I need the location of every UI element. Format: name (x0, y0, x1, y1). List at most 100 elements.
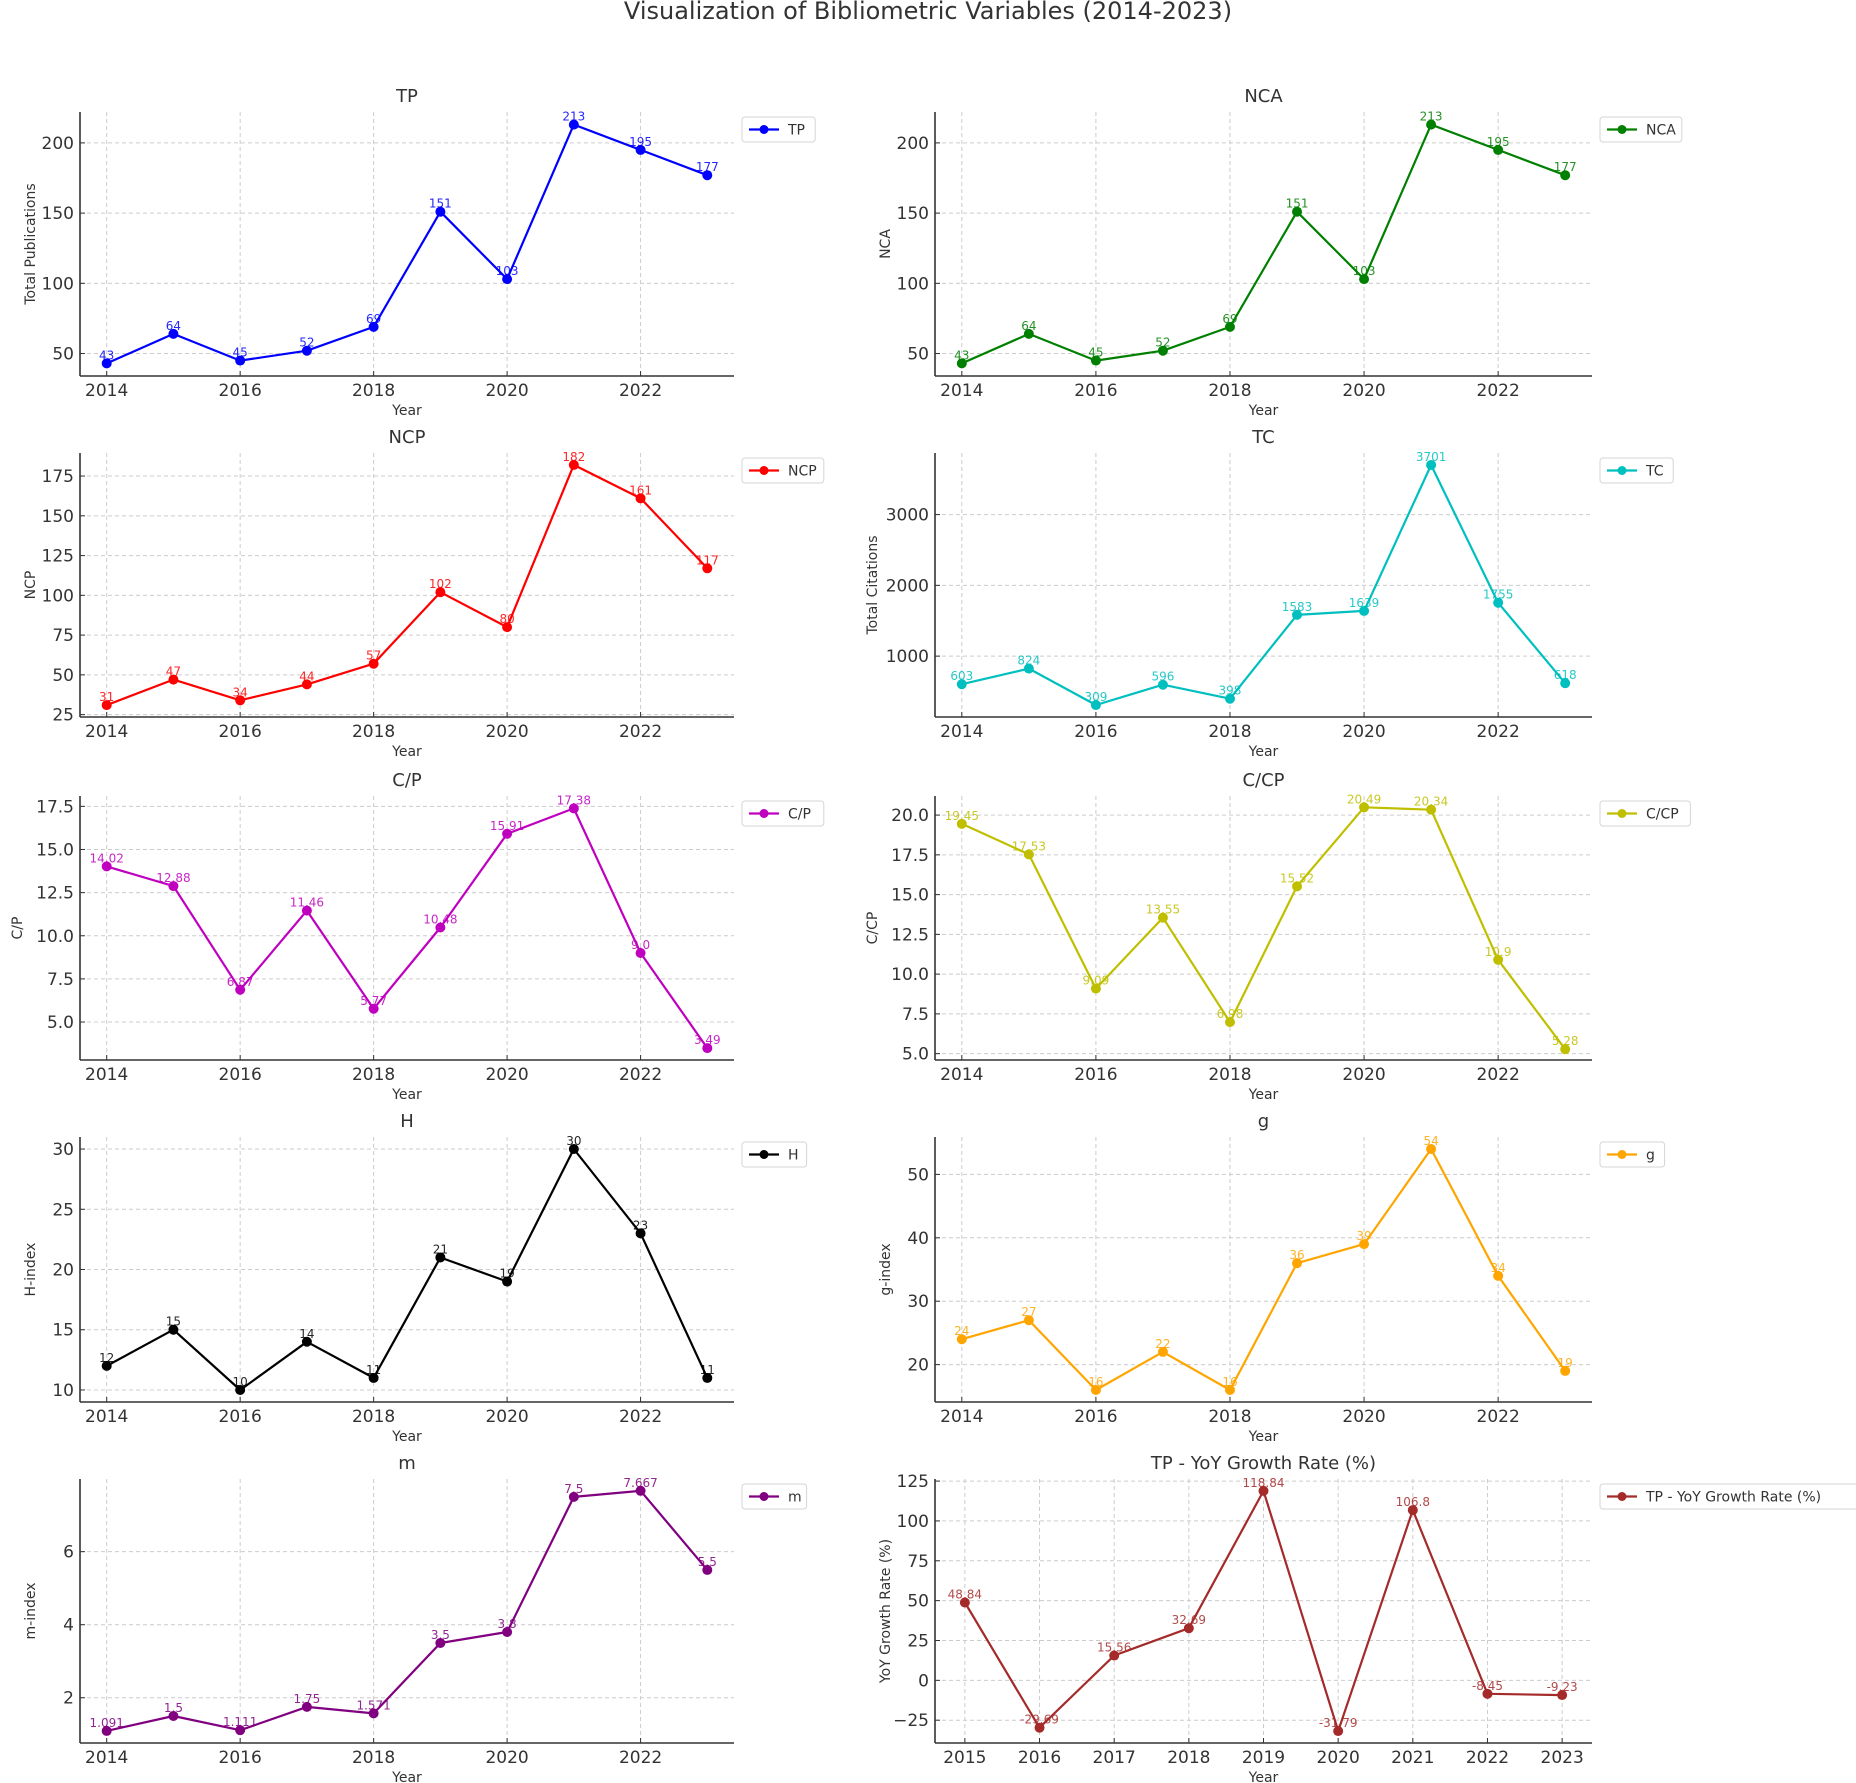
y-tick-label: 100 (42, 586, 74, 606)
data-label: 19 (1558, 1356, 1573, 1370)
x-tick-label: 2015 (943, 1748, 986, 1768)
legend-label: H (788, 1148, 799, 1164)
y-tick-label: 75 (907, 1552, 929, 1572)
x-axis-label: Year (1248, 1087, 1279, 1103)
grid-lines (935, 796, 1592, 1060)
legend: C/CP (1599, 800, 1691, 827)
data-label: 177 (1554, 160, 1577, 174)
grid-lines (935, 1479, 1592, 1743)
y-axis-label: YoY Growth Rate (%) (878, 1539, 894, 1684)
data-label: 15.52 (1280, 871, 1314, 885)
subplot-h: H 2014 2016 2018 2020 2022 10 15 20 25 30 Year H-ind… (23, 1111, 808, 1445)
subplot-ncp: NCP 2014 2016 2018 2020 2022 25 50 75 100 125 150 17… (23, 427, 825, 760)
data-point (1023, 849, 1034, 860)
data-label: 5.28 (1552, 1034, 1579, 1048)
subplot-title: TC (1251, 427, 1275, 448)
legend-label: C/CP (1646, 807, 1679, 823)
y-tick-label: 125 (897, 1472, 929, 1492)
series-line-tp (106, 123, 708, 365)
data-label: 103 (496, 264, 519, 278)
data-point (1359, 802, 1370, 813)
data-label: 10.9 (1485, 945, 1512, 959)
data-point (502, 274, 513, 285)
data-point (1493, 954, 1504, 965)
data-point (101, 1360, 112, 1371)
data-point (301, 345, 312, 356)
data-point (368, 1708, 379, 1719)
y-tick-label: 150 (42, 204, 74, 224)
data-label: 16 (1088, 1375, 1103, 1389)
y-tick-label: 7.5 (47, 970, 74, 990)
x-tick-label: 2022 (619, 1748, 662, 1768)
data-label: 1.091 (90, 1716, 124, 1730)
data-label: 1.111 (223, 1715, 257, 1729)
data-point (635, 144, 646, 155)
x-tick-label: 2014 (85, 722, 128, 742)
subplot-tc: TC 2014 2016 2018 2020 2022 1000 2000 3000 Year To… (865, 427, 1674, 760)
data-label: 52 (1155, 336, 1170, 350)
legend-label: TC (1645, 464, 1664, 480)
x-tick-label: 2022 (619, 722, 662, 742)
data-label: 54 (1423, 1134, 1438, 1148)
series-line-nca (961, 123, 1566, 365)
data-label: 824 (1017, 654, 1040, 668)
series-line-tc (961, 463, 1567, 707)
x-tick-label: 2022 (619, 381, 662, 401)
y-tick-label: 7.5 (902, 1005, 929, 1025)
data-point (101, 1725, 112, 1736)
y-tick-label: 125 (42, 547, 74, 567)
data-point (1359, 605, 1370, 616)
data-label: 7.667 (623, 1476, 657, 1490)
x-tick-label: 2014 (85, 1407, 128, 1427)
grid-lines (80, 1137, 734, 1402)
y-tick-label: 30 (52, 1140, 74, 1160)
legend-marker-icon (1617, 466, 1627, 475)
legend-label: NCP (788, 464, 817, 480)
y-tick-label: 5.0 (902, 1045, 929, 1065)
x-tick-label: 2020 (485, 1065, 528, 1085)
x-tick-label: 2022 (1477, 381, 1520, 401)
x-tick-label: 2016 (219, 722, 262, 742)
data-label: 213 (1420, 110, 1443, 124)
data-point (101, 358, 112, 369)
data-point (301, 905, 312, 916)
y-tick-label: 20.0 (891, 806, 929, 826)
series-line-c-p (106, 807, 709, 1049)
data-point (1157, 1346, 1168, 1357)
x-tick-label: 2014 (940, 722, 983, 742)
y-tick-label: 17.5 (891, 846, 929, 866)
data-point (502, 828, 513, 839)
data-label: 34 (1491, 1261, 1506, 1275)
y-tick-label: 50 (52, 345, 74, 365)
y-axis-label: Total Citations (865, 536, 881, 636)
x-tick-label: 2022 (1477, 1065, 1520, 1085)
data-label: 27 (1021, 1305, 1036, 1319)
data-label: 182 (562, 450, 585, 464)
data-point (168, 1710, 179, 1721)
x-tick-label: 2020 (485, 722, 528, 742)
data-point (435, 587, 446, 598)
data-label: 1.75 (294, 1692, 321, 1706)
y-tick-label: 200 (897, 134, 929, 154)
legend-label: NCA (1646, 123, 1676, 139)
y-tick-label: 10.0 (891, 965, 929, 985)
x-axis-label: Year (391, 1429, 422, 1445)
data-label: 6.87 (227, 975, 254, 989)
data-point (1292, 206, 1303, 217)
data-label: 52 (299, 336, 314, 350)
x-tick-label: 2023 (1541, 1748, 1584, 1768)
subplot-title: NCP (389, 427, 426, 448)
data-point (1493, 1270, 1504, 1281)
x-tick-label: 2020 (1342, 381, 1385, 401)
data-label: 1.5 (164, 1701, 183, 1715)
data-label: -29.69 (1020, 1713, 1059, 1727)
data-label: -31.79 (1319, 1716, 1358, 1730)
data-label: 48.84 (948, 1587, 982, 1601)
data-label: 17.38 (557, 793, 591, 807)
data-point (635, 948, 646, 959)
data-label: 10.48 (423, 912, 457, 926)
grid-lines (935, 453, 1592, 717)
x-tick-label: 2017 (1093, 1748, 1136, 1768)
y-tick-label: 150 (42, 507, 74, 527)
data-label: 10 (233, 1375, 248, 1389)
